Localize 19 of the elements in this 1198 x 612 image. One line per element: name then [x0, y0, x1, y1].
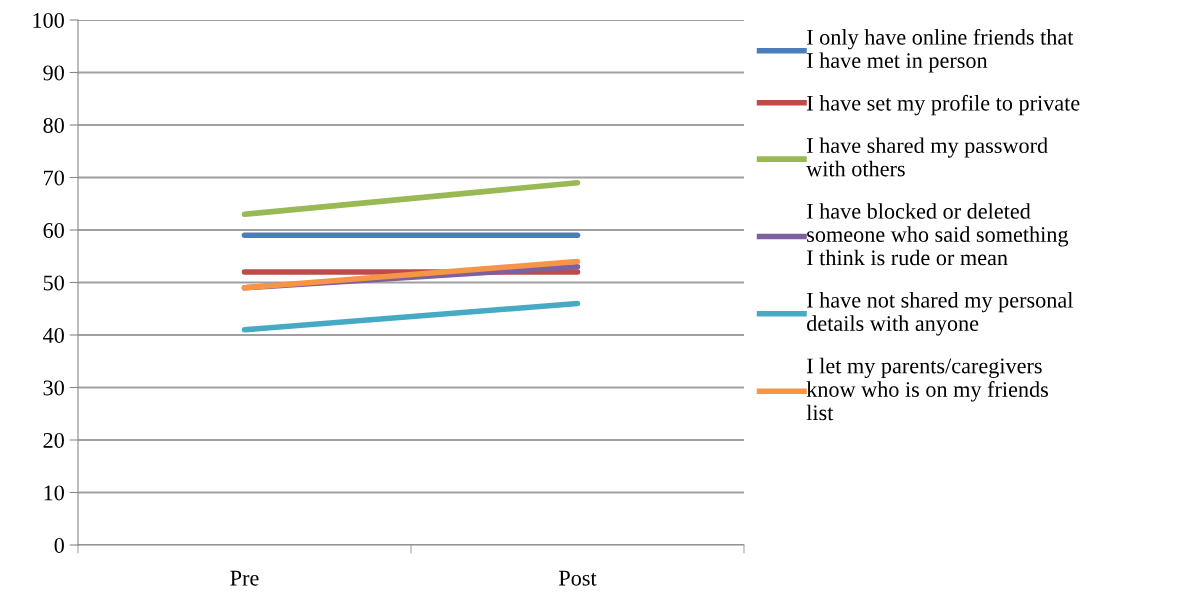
legend-label: I have not shared my personal details with anyone [807, 292, 1073, 336]
y-tick-label: 70 [44, 170, 64, 186]
y-tick-label: 40 [43, 327, 64, 343]
legend-label: I let my parents/caregivers know who is on my friends list [806, 357, 1048, 421]
y-tick-label: 90 [43, 65, 64, 81]
legend-label: I have blocked or deleted someone who said something I think is rude or mean [807, 203, 1069, 266]
y-tick-label: 60 [43, 222, 64, 238]
y-tick-label: 0 [54, 537, 64, 553]
legend-label: I have shared my password with others [806, 137, 1048, 177]
x-tick-label: Pre [230, 570, 259, 586]
y-tick-label: 50 [43, 275, 64, 291]
y-tick-label: 80 [43, 117, 64, 133]
y-tick-label: 10 [44, 485, 64, 501]
y-tick-label: 30 [43, 380, 64, 396]
y-tick-label: 20 [43, 432, 64, 448]
legend-label: I have set my profile to private [807, 94, 1080, 116]
x-tick-label: Post [558, 570, 597, 586]
legend-label: I only have online friends that I have met in person [807, 28, 1074, 73]
y-tick-label: 100 [33, 12, 64, 28]
